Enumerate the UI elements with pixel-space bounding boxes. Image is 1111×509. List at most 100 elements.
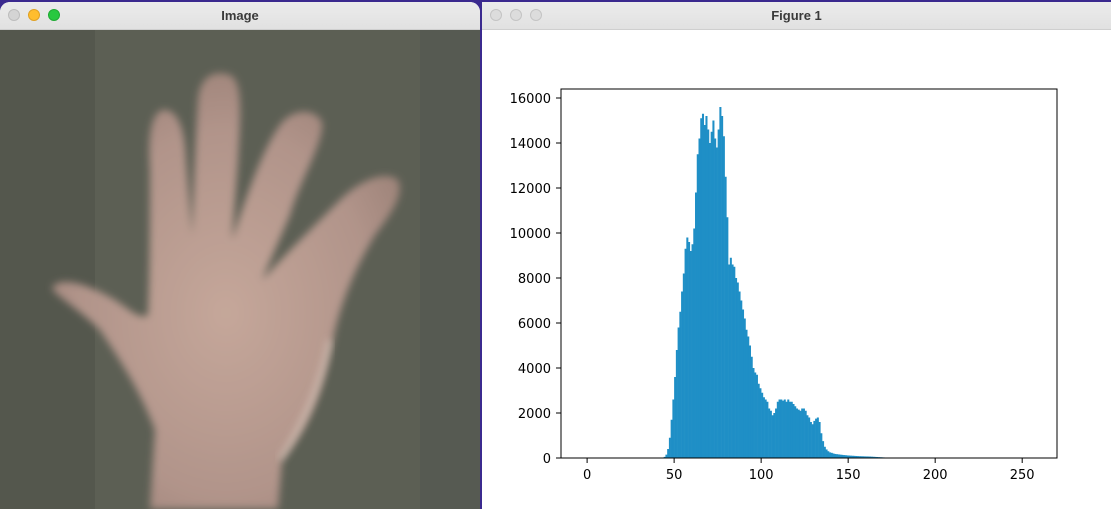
histogram-bar — [675, 350, 678, 458]
histogram-bar — [759, 388, 762, 458]
histogram-bar — [851, 455, 854, 458]
figure-window-titlebar[interactable]: Figure 1 — [482, 2, 1111, 30]
figure-canvas: 0 50 100 150 200 250 0 2000 4000 6000 8000 10000 12… — [482, 30, 1111, 509]
y-tick-label: 10000 — [510, 227, 551, 242]
histogram-bar — [691, 244, 694, 458]
histogram-bar — [797, 409, 800, 459]
histogram-bar — [719, 107, 722, 458]
y-axis: 0 2000 4000 6000 8000 10000 12000 14000 16000 — [510, 92, 561, 467]
minimize-icon[interactable] — [28, 9, 40, 21]
x-tick-label: 0 — [583, 468, 591, 483]
figure-window: Figure 1 0 50 100 150 200 250 0 2000 4000 6000 80… — [482, 2, 1111, 509]
histogram-bar — [806, 415, 809, 458]
histogram-bar — [815, 418, 818, 459]
close-icon[interactable] — [490, 9, 502, 21]
histogram-bar — [841, 454, 844, 458]
histogram-bar — [757, 383, 760, 458]
histogram-bar — [703, 125, 706, 458]
histogram-bar — [742, 309, 745, 458]
histogram-bar — [846, 455, 849, 458]
histogram-bar — [811, 424, 814, 458]
histogram-bar — [835, 454, 839, 458]
zoom-icon[interactable] — [48, 9, 60, 21]
histogram-bar — [818, 422, 821, 458]
x-tick-label: 100 — [749, 468, 774, 483]
x-tick-label: 50 — [666, 468, 683, 483]
histogram-bar — [736, 282, 739, 458]
histogram-bar — [701, 113, 705, 458]
histogram-bar — [771, 415, 774, 458]
close-icon[interactable] — [8, 9, 20, 21]
histogram-bar — [712, 120, 715, 458]
histogram-bar — [849, 455, 852, 458]
image-window: Image — [0, 2, 480, 509]
zoom-icon[interactable] — [530, 9, 542, 21]
histogram-bar — [816, 417, 819, 458]
histogram-bar — [755, 374, 758, 458]
window-controls — [8, 9, 60, 21]
histogram-bar — [722, 136, 725, 458]
image-window-title: Image — [221, 8, 259, 23]
histogram-bar — [773, 413, 776, 458]
y-tick-label: 14000 — [510, 137, 551, 152]
histogram-bar — [778, 399, 781, 458]
histogram-bar — [808, 417, 811, 458]
minimize-icon[interactable] — [510, 9, 522, 21]
histogram-bar — [728, 264, 731, 458]
histogram-bar — [764, 399, 767, 458]
histogram-bar — [693, 228, 696, 458]
histogram-bar — [698, 138, 701, 458]
histogram-bar — [820, 433, 823, 458]
histogram-bar — [792, 404, 795, 458]
histogram-bar — [762, 397, 765, 458]
histogram-bar — [707, 129, 710, 458]
histogram-bar — [769, 410, 772, 458]
y-tick-label: 12000 — [510, 182, 551, 197]
hand-photo — [0, 30, 480, 509]
histogram-bar — [775, 408, 778, 458]
histogram-bar — [776, 401, 779, 458]
histogram-bar — [738, 291, 741, 458]
histogram-bar — [740, 300, 743, 458]
histogram-bar — [700, 118, 703, 458]
histogram-bar — [745, 329, 748, 458]
histogram-bar — [686, 237, 689, 458]
histogram-bar — [714, 138, 717, 458]
histogram-bar — [667, 449, 670, 458]
histogram-bar — [830, 452, 833, 458]
histogram-bar — [876, 456, 879, 458]
histogram-bars — [663, 107, 915, 459]
histogram-bar — [788, 401, 792, 458]
histogram-bar — [726, 217, 729, 458]
histogram-bar — [665, 454, 668, 459]
y-tick-label: 2000 — [518, 407, 551, 422]
x-tick-label: 250 — [1010, 468, 1035, 483]
y-tick-label: 16000 — [510, 92, 551, 107]
histogram-bar — [754, 372, 757, 458]
histogram-bar — [679, 311, 682, 458]
histogram-bar — [696, 154, 699, 458]
x-tick-label: 150 — [836, 468, 861, 483]
histogram-bar — [863, 456, 866, 458]
histogram-bar — [869, 456, 872, 458]
image-window-titlebar[interactable]: Image — [0, 2, 480, 30]
histogram-bar — [677, 327, 680, 458]
histogram-bar — [743, 318, 746, 458]
plot-frame — [560, 88, 1058, 459]
figure-window-title: Figure 1 — [771, 8, 822, 23]
histogram-bar — [670, 419, 673, 458]
histogram-bar — [825, 449, 828, 458]
histogram-bar — [867, 456, 870, 458]
histogram-bar — [872, 456, 875, 458]
histogram-bar — [822, 441, 825, 459]
histogram-bar — [842, 455, 845, 458]
histogram-bar — [865, 456, 868, 458]
histogram-bar — [870, 456, 873, 458]
histogram-bar — [768, 408, 771, 458]
histogram-bar — [813, 420, 816, 459]
window-controls — [490, 9, 542, 21]
histogram-bar — [721, 116, 724, 458]
histogram-bar — [802, 408, 805, 458]
histogram-bar — [787, 399, 790, 458]
histogram-bar — [710, 131, 713, 458]
